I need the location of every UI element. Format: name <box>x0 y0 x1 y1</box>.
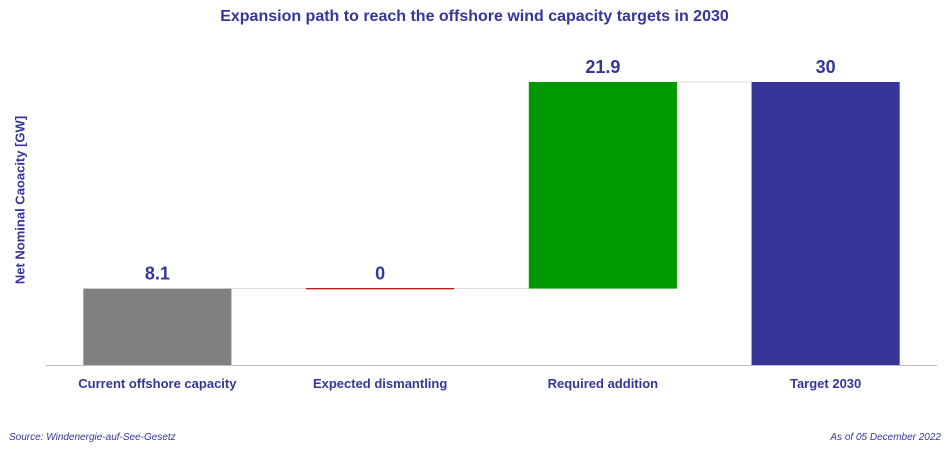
category-label: Required addition <box>548 376 659 391</box>
as-of-note: As of 05 December 2022 <box>830 432 941 443</box>
category-labels: Current offshore capacity Expected disman… <box>78 376 861 391</box>
value-label: 21.9 <box>585 57 620 77</box>
source-note: Source: Windenergie-auf-See-Gesetz <box>9 432 176 443</box>
bar-1 <box>83 288 232 365</box>
category-label: Current offshore capacity <box>78 376 237 391</box>
category-label: Target 2030 <box>790 376 861 391</box>
bar-3 <box>528 82 677 289</box>
value-label: 0 <box>375 264 385 284</box>
value-labels: 8.1 0 21.9 30 <box>145 57 836 284</box>
value-label: 30 <box>816 57 836 77</box>
value-label: 8.1 <box>145 264 170 284</box>
bar-4 <box>751 82 900 365</box>
category-label: Expected dismantling <box>313 376 447 391</box>
bars <box>83 82 900 365</box>
connector-lines <box>231 81 752 290</box>
chart-title: Expansion path to reach the offshore win… <box>220 8 729 25</box>
bar-2 <box>306 288 455 290</box>
